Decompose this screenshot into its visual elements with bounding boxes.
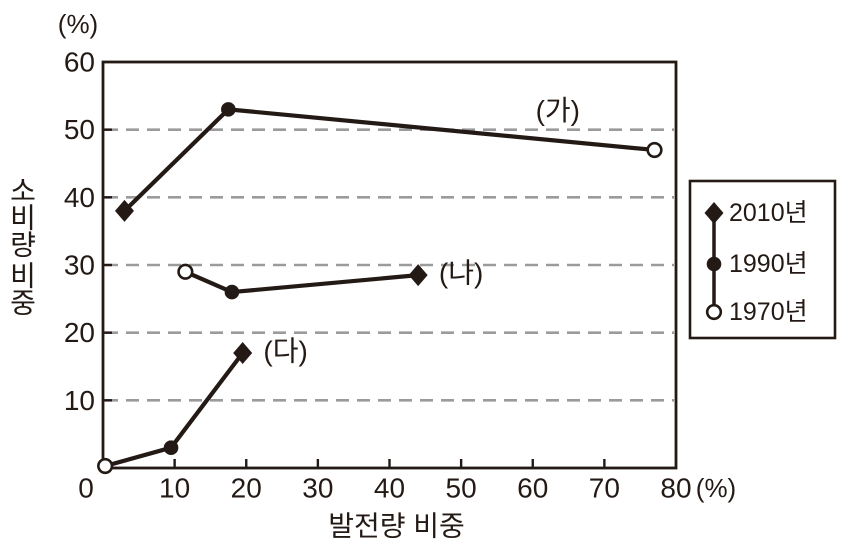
legend-label-2: 1970년: [729, 298, 808, 326]
x-axis-unit-label: (%): [696, 473, 736, 503]
legend-label-0: 2010년: [729, 199, 808, 227]
x-tick-label-40: 40: [374, 473, 405, 504]
legend-open-circle-marker: [705, 303, 723, 321]
x-tick-label-60: 60: [517, 473, 548, 504]
series-ga-label: (가): [536, 95, 580, 126]
y-tick-label-30: 30: [64, 250, 95, 281]
x-tick-label-70: 70: [589, 473, 620, 504]
y-tick-label-10: 10: [64, 385, 95, 416]
x-tick-label-10: 10: [159, 473, 190, 504]
series-da-1970년-open-circle-marker: [97, 457, 114, 475]
y-axis-title-char-4: 비: [10, 261, 36, 292]
series-ga-1970년-open-circle-marker: [646, 141, 663, 159]
x-tick-label-20: 20: [231, 473, 262, 504]
y-tick-label-60: 60: [64, 47, 95, 78]
series-ga-1990년-filled-circle-marker: [221, 102, 236, 117]
series-na-1970년-open-circle-marker: [177, 263, 194, 280]
x-tick-label-80: 80: [660, 473, 691, 504]
legend-filled-circle-marker: [706, 256, 722, 272]
x-axis-title: 발전량 비중: [328, 511, 465, 542]
series-na-1990년-filled-circle-marker: [224, 284, 240, 300]
y-tick-label-20: 20: [64, 317, 95, 348]
y-axis-title-char-0: 소: [10, 176, 36, 207]
y-axis-unit-label: (%): [58, 9, 98, 39]
legend-label-1: 1990년: [729, 250, 808, 278]
x-tick-label-0: 0: [78, 473, 94, 504]
y-axis-title-char-2: 량: [10, 230, 36, 261]
series-da-2010년-diamond-marker: [233, 341, 253, 364]
x-tick-label-30: 30: [302, 473, 333, 504]
series-na-line: [183, 269, 421, 295]
y-axis-title-char-1: 비: [10, 203, 36, 234]
series-ga-2010년-diamond-marker: [114, 199, 134, 222]
x-tick-label-50: 50: [446, 473, 477, 504]
series-na-2010년-diamond-marker: [408, 264, 428, 287]
y-axis-title-char-5: 중: [10, 288, 36, 319]
legend-diamond-marker: [704, 202, 724, 224]
y-tick-label-40: 40: [64, 182, 95, 213]
series-da-1990년-filled-circle-marker: [163, 440, 179, 456]
series-na-label: (나): [439, 258, 483, 289]
series-da-label: (다): [263, 335, 307, 366]
y-tick-label-50: 50: [64, 114, 95, 145]
